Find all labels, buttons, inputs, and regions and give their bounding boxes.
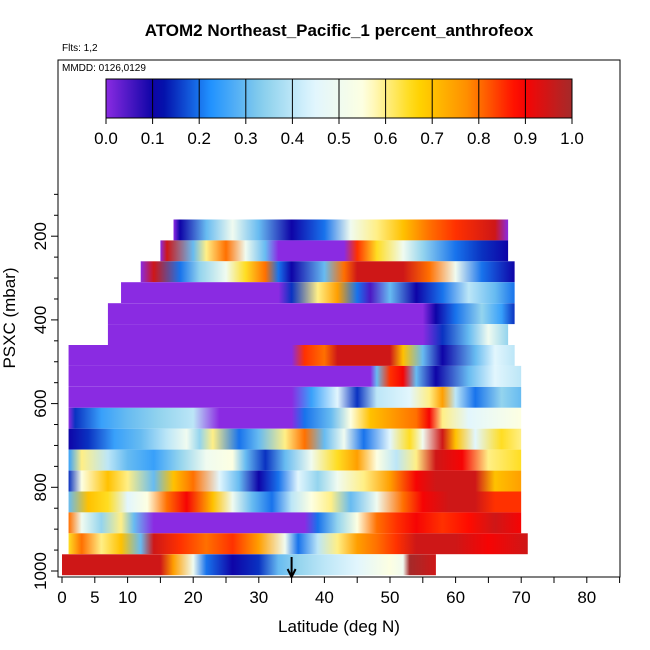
heatmap-row: [68, 470, 522, 492]
x-tick-label: 70: [512, 588, 531, 607]
heatmap-row: [173, 219, 509, 241]
x-tick-label: 5: [90, 588, 99, 607]
dates-label: MMDD: 0126,0129: [62, 63, 146, 74]
x-tick-label: 40: [315, 588, 334, 607]
y-tick-label: 200: [31, 222, 50, 250]
heatmap-row: [160, 240, 509, 262]
heatmap-row: [68, 428, 522, 450]
heatmap-row: [68, 345, 515, 366]
colorbar-tick-label: 0.3: [234, 129, 258, 148]
x-tick-label: 80: [577, 588, 596, 607]
y-axis-label: PSXC (mbar): [0, 267, 19, 368]
colorbar: 0.0 0.1 0.2 0.3 0.4 0.5 0.6 0.7 0.8 0.9 1.0: [94, 78, 584, 148]
flights-label: Flts: 1,2: [62, 43, 98, 54]
colorbar-tick-label: 0.4: [281, 129, 305, 148]
heatmap-row: [68, 365, 522, 387]
colorbar-tick-label: 0.9: [514, 129, 538, 148]
heatmap-row: [68, 449, 522, 471]
heatmap-row: [68, 512, 522, 534]
heatmap-row: [121, 282, 515, 304]
colorbar-tick-label: 0.2: [187, 129, 211, 148]
plot-frame: [57, 59, 621, 578]
colorbar-tick-label: 0.6: [374, 129, 398, 148]
plot-area: [62, 219, 528, 580]
colorbar-tick-label: 0.7: [420, 129, 444, 148]
heatmap-row: [140, 261, 515, 283]
heatmap-row: [68, 491, 522, 513]
x-tick-label: 60: [446, 588, 465, 607]
x-axis-label: Latitude (deg N): [278, 617, 400, 636]
colorbar-tick-label: 1.0: [560, 129, 584, 148]
heatmap-row: [107, 303, 515, 325]
colorbar-tick-label: 0.0: [94, 129, 118, 148]
x-tick-label: 30: [249, 588, 268, 607]
heatmap-row: [68, 386, 522, 408]
heatmap-row: [68, 533, 528, 555]
heatmap-row: [68, 407, 522, 429]
x-tick-label: 10: [118, 588, 137, 607]
y-tick-label: 800: [31, 473, 50, 501]
y-tick-label: 600: [31, 389, 50, 417]
heatmap-row: [107, 324, 509, 345]
y-tick-label: 400: [31, 306, 50, 334]
x-tick-label: 50: [381, 588, 400, 607]
heatmap-row: [62, 554, 436, 576]
colorbar-tick-label: 0.8: [467, 129, 491, 148]
colorbar-tick-label: 0.1: [141, 129, 165, 148]
colorbar-tick-label: 0.5: [327, 129, 351, 148]
y-tick-label: 1000: [31, 552, 50, 590]
chart-title: ATOM2 Northeast_Pacific_1 percent_anthro…: [145, 21, 534, 40]
x-tick-label: 20: [184, 588, 203, 607]
axes: 0 5 10 20 30 40 50 60 70 80 200 400 600 800 1000: [31, 193, 621, 607]
x-tick-label: 0: [57, 588, 66, 607]
